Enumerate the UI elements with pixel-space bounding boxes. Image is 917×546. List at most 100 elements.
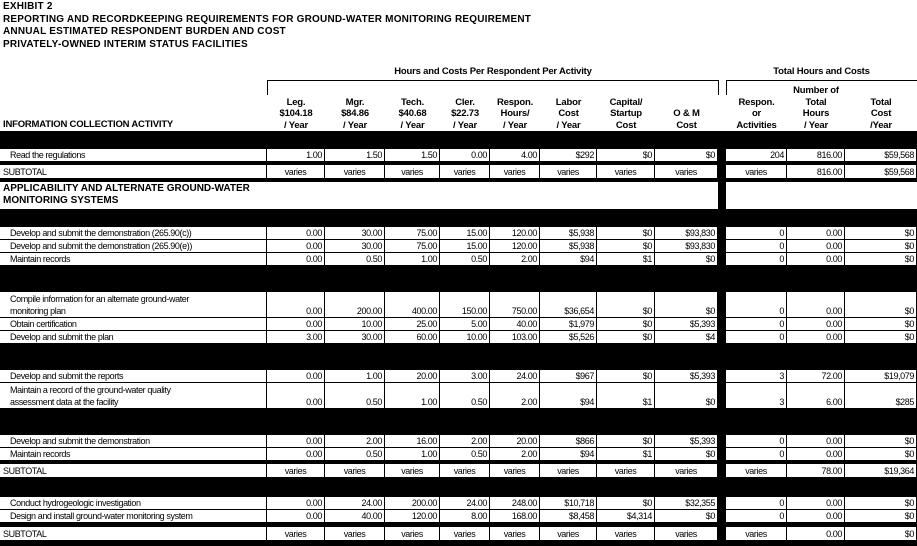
total-cell: 0.00 <box>787 227 844 239</box>
value-cell: 10.00 <box>440 331 489 343</box>
total-cell: 0.00 <box>787 292 844 317</box>
burden-table: Read the regulations 1.00 1.50 1.50 0.00 4.00… <box>0 131 917 546</box>
total-cell: $19,364 <box>845 464 916 477</box>
activity-label: Obtain certification <box>0 318 266 330</box>
value-cell: 200.00 <box>385 497 439 509</box>
value-cell: 30.00 <box>325 240 384 252</box>
value-cell: $5,393 <box>655 370 717 382</box>
value-cell: varies <box>440 464 489 477</box>
value-cell: $5,938 <box>540 240 596 252</box>
total-cell: 0.00 <box>787 318 844 330</box>
value-cell: 0.00 <box>267 448 324 460</box>
total-cell: 0 <box>726 331 786 343</box>
value-cell: varies <box>325 165 384 178</box>
value-cell: varies <box>440 527 489 540</box>
value-cell: 168.00 <box>490 510 539 522</box>
group-header-per-respondent: Hours and Costs Per Respondent Per Activ… <box>394 66 592 77</box>
column-header: Respon. or Activities <box>736 96 777 131</box>
value-cell: $967 <box>540 370 596 382</box>
value-cell: varies <box>490 527 539 540</box>
title-line: ANNUAL ESTIMATED RESPONDENT BURDEN AND C… <box>3 26 286 37</box>
total-cell: 78.00 <box>787 464 844 477</box>
value-cell: 0.00 <box>267 240 324 252</box>
total-cell: 0.00 <box>787 435 844 447</box>
column-header: Mgr. $84.86 / Year <box>341 96 369 131</box>
value-cell: $1 <box>597 383 654 408</box>
total-cell: 0 <box>726 240 786 252</box>
total-cell: $0 <box>845 227 916 239</box>
total-cell: $0 <box>845 527 916 540</box>
value-cell: 3.00 <box>440 370 489 382</box>
value-cell: $94 <box>540 383 596 408</box>
subtotal-row: SUBTOTAL varies varies varies varies varies va… <box>0 527 917 541</box>
title-line: EXHIBIT 2 <box>3 1 53 12</box>
value-cell: $0 <box>597 370 654 382</box>
value-cell: varies <box>655 464 717 477</box>
activity-label: Compile information for an alternate gro… <box>0 292 266 317</box>
value-cell: $1 <box>597 253 654 265</box>
column-header: Total Cost /Year <box>870 96 892 131</box>
activity-label: Conduct hydrogeologic investigation <box>0 497 266 509</box>
value-cell: varies <box>540 464 596 477</box>
total-cell: 0.00 <box>787 448 844 460</box>
value-cell: $0 <box>655 253 717 265</box>
table-row: Maintain a record of the ground-water qu… <box>0 383 917 409</box>
table-row: Develop and submit the plan 3.00 30.00 60.0… <box>0 331 917 344</box>
value-cell: varies <box>597 165 654 178</box>
total-cell: 816.00 <box>787 149 844 161</box>
value-cell: $0 <box>597 497 654 509</box>
value-cell: varies <box>267 165 324 178</box>
value-cell: 10.00 <box>325 318 384 330</box>
subtotal-row: SUBTOTAL varies varies varies varies varies va… <box>0 165 917 179</box>
value-cell: 5.00 <box>440 318 489 330</box>
column-header: Cler. $22.73 / Year <box>451 96 479 131</box>
value-cell: 0.00 <box>267 318 324 330</box>
total-cell: $0 <box>845 292 916 317</box>
value-cell: 30.00 <box>325 227 384 239</box>
value-cell: 1.00 <box>385 253 439 265</box>
total-cell: $0 <box>845 331 916 343</box>
value-cell: 0.00 <box>440 149 489 161</box>
value-cell: 8.00 <box>440 510 489 522</box>
value-cell: varies <box>655 527 717 540</box>
value-cell: 0.00 <box>267 383 324 408</box>
table-row: Conduct hydrogeologic investigation 0.00 2… <box>0 497 917 510</box>
group-header-totals: Total Hours and Costs <box>773 66 870 77</box>
table-row: Develop and submit the reports 0.00 1.00 20… <box>0 370 917 383</box>
column-header: Leg. $104.18 / Year <box>279 96 313 131</box>
column-header: Respon. Hours/ / Year <box>496 96 534 131</box>
total-cell: $285 <box>845 383 916 408</box>
value-cell: $32,355 <box>655 497 717 509</box>
value-cell: 15.00 <box>440 240 489 252</box>
total-cell: $59,568 <box>845 149 916 161</box>
activity-label: Maintain a record of the ground-water qu… <box>0 383 266 408</box>
value-cell: $5,526 <box>540 331 596 343</box>
total-cell: 204 <box>726 149 786 161</box>
value-cell: 0.00 <box>267 510 324 522</box>
section-header-row: APPLICABILITY AND ALTERNATE GROUND-WATER… <box>0 182 917 209</box>
total-cell: $0 <box>845 240 916 252</box>
total-cell: 0 <box>726 435 786 447</box>
value-cell: $0 <box>597 331 654 343</box>
value-cell: $0 <box>597 435 654 447</box>
value-cell: $0 <box>655 448 717 460</box>
value-cell: varies <box>597 464 654 477</box>
value-cell: $0 <box>597 240 654 252</box>
total-cell: $0 <box>845 497 916 509</box>
total-cell: $0 <box>845 253 916 265</box>
subtotal-row: SUBTOTAL varies varies varies varies varies va… <box>0 464 917 478</box>
total-cell: $19,079 <box>845 370 916 382</box>
section-blank <box>726 182 917 209</box>
activity-label: Develop and submit the plan <box>0 331 266 343</box>
value-cell: $292 <box>540 149 596 161</box>
value-cell: 24.00 <box>490 370 539 382</box>
value-cell: varies <box>267 527 324 540</box>
total-cell: varies <box>726 165 786 178</box>
value-cell: varies <box>325 464 384 477</box>
total-cell: 0 <box>726 497 786 509</box>
activity-label: Develop and submit the demonstration <box>0 435 266 447</box>
value-cell: 20.00 <box>385 370 439 382</box>
total-cell: 6.00 <box>787 383 844 408</box>
value-cell: $93,830 <box>655 227 717 239</box>
total-cell: 3 <box>726 383 786 408</box>
